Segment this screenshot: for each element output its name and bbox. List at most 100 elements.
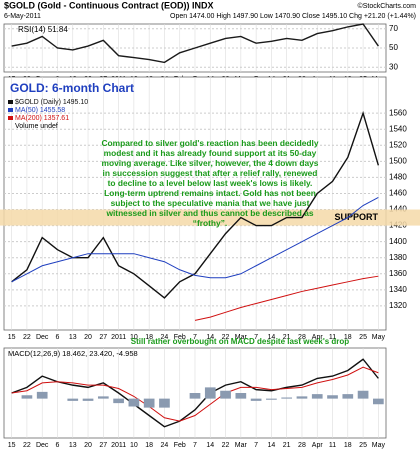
y-tick-label: 30 [389,62,398,71]
x-tick-label: 28 [298,442,306,449]
histogram-bar [82,398,94,401]
x-tick-label: 20 [84,334,92,341]
x-tick-label: Apr [312,442,324,449]
histogram-bar [143,398,155,408]
x-tick-label: 13 [69,334,77,341]
x-tick-label: 22 [23,442,31,449]
y-tick-label: 1400 [389,237,407,246]
x-tick-label: Apr [312,334,324,341]
credit: ©StockCharts.com [358,2,417,10]
x-tick-label: 24 [161,334,169,341]
x-tick-label: Mar [235,442,248,449]
chart-title: GOLD: 6-month Chart [10,81,134,95]
legend-item: MA(200) 1357.61 [15,115,69,122]
x-tick-label: 11 [329,442,336,449]
x-tick-label: 7 [254,442,258,449]
histogram-bar [357,390,369,399]
macd-annotation: Still rather overbought on MACD despite … [130,337,350,346]
histogram-bar [281,397,293,399]
x-tick-label: 21 [283,442,291,449]
x-tick-label: May [372,442,386,449]
legend-swatch [8,108,13,112]
y-tick-label: 1340 [389,285,407,294]
histogram-bar [204,387,216,399]
x-tick-label: 21 [283,334,291,341]
panel-title: MACD(12,26,9) 18.462, 23.420, -4.958 [8,349,138,358]
x-tick-label: 18 [145,334,153,341]
x-tick-label: May [372,334,386,341]
histogram-bar [159,398,170,408]
x-tick-label: 22 [23,334,31,341]
x-tick-label: 7 [193,442,197,449]
x-tick-label: 25 [359,334,367,341]
x-tick-label: Feb [174,442,186,449]
x-tick-label: 27 [99,442,107,449]
x-tick-label: 15 [8,334,16,341]
x-tick-label: 22 [222,334,230,341]
x-tick-label: 2011 [111,334,126,341]
series-line [194,275,379,321]
support-band [0,209,420,226]
x-tick-label: 11 [329,334,336,341]
x-tick-label: 14 [268,442,276,449]
quote: Open 1474.00 High 1497.90 Low 1470.90 Cl… [170,13,416,20]
x-tick-label: 10 [130,442,138,449]
y-tick-label: 1480 [389,173,407,182]
x-tick-label: 20 [84,442,92,449]
histogram-bar [113,398,124,404]
x-tick-label: 27 [99,334,107,341]
x-tick-label: 6 [56,334,60,341]
legend-item: RSI(14) 51.84 [18,25,68,34]
x-tick-label: 24 [161,442,169,449]
legend-swatch [8,100,13,104]
x-tick-label: 6 [56,442,60,449]
histogram-bar [128,398,140,407]
legend-item: $GOLD (Daily) 1495.10 [15,99,88,106]
histogram-bar [36,391,48,399]
annotation: Compared to silver gold's reaction has b… [101,138,319,228]
y-tick-label: 1320 [389,301,407,310]
x-tick-label: 10 [130,334,138,341]
x-tick-label: 7 [193,334,197,341]
histogram-bar [220,390,231,399]
x-tick-label: 14 [206,442,214,449]
series-line [11,197,379,283]
histogram-bar [266,398,277,400]
y-tick-label: 1520 [389,140,407,149]
x-tick-label: 25 [359,442,367,449]
y-tick-label: 1500 [389,156,407,165]
histogram-bar [342,394,354,399]
y-tick-label: 1380 [389,253,407,262]
x-tick-label: 14 [206,334,214,341]
series-line [11,23,379,64]
x-tick-label: 7 [254,334,258,341]
legend-item: Volume undef [15,123,58,130]
y-tick-label: 1460 [389,189,407,198]
x-tick-label: 2011 [111,442,126,449]
y-tick-label: 50 [389,43,398,52]
histogram-bar [67,398,79,401]
legend-item: MA(50) 1455.58 [15,107,65,114]
symbol: $GOLD (Gold - Continuous Contract (EOD))… [4,0,213,10]
y-tick-label: 1560 [389,108,407,117]
x-tick-label: 28 [298,334,306,341]
x-tick-label: 15 [8,442,16,449]
y-tick-label: 1440 [389,205,407,214]
x-tick-label: 13 [69,442,77,449]
y-tick-label: 1360 [389,269,407,278]
histogram-bar [235,393,247,399]
histogram-bar [97,396,109,399]
histogram-bar [189,393,201,399]
histogram-bar [21,395,33,399]
x-tick-label: Dec [36,334,49,341]
x-tick-label: 18 [344,442,352,449]
x-tick-label: 18 [145,442,153,449]
date: 6-May-2011 [4,13,41,20]
x-tick-label: 22 [222,442,230,449]
y-tick-label: 1540 [389,124,407,133]
x-tick-label: Mar [235,334,248,341]
y-tick-label: 70 [389,24,398,33]
series-line [11,366,379,422]
